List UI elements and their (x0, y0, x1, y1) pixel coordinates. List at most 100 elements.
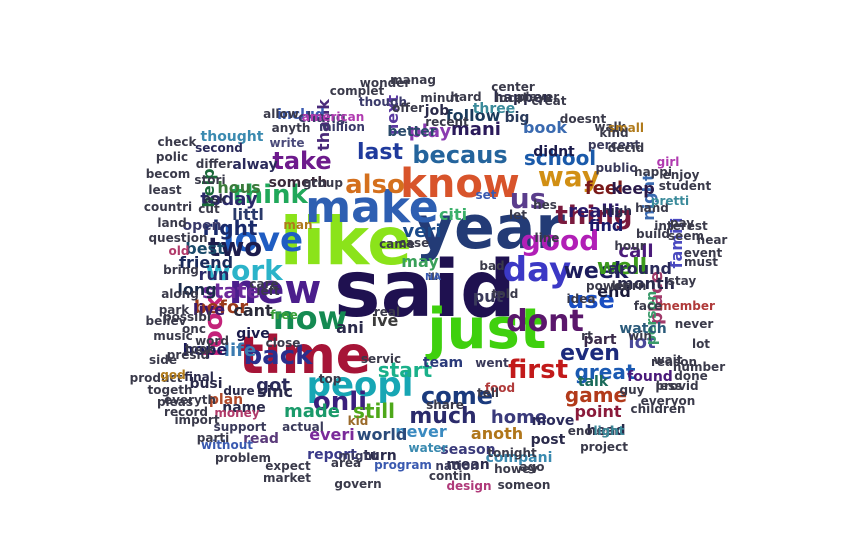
cloud-word: made (284, 401, 340, 422)
cloud-word: cut (198, 202, 220, 216)
cloud-word: state (201, 279, 261, 303)
cloud-word: even (560, 341, 620, 366)
cloud-word: report (307, 447, 357, 463)
cloud-word: make (305, 182, 439, 233)
cloud-word: school (523, 146, 597, 170)
cloud-word: food (484, 381, 516, 395)
cloud-word: polic (155, 150, 189, 164)
cloud-word: top (318, 372, 342, 386)
cloud-word: million (319, 120, 365, 134)
cloud-word: thing (555, 201, 633, 231)
cloud-word: rt (581, 329, 593, 343)
cloud-word: must (684, 255, 718, 269)
cloud-word: record (164, 405, 208, 419)
cloud-word: also (345, 170, 405, 200)
cloud-word: problem (214, 451, 272, 465)
cloud-word: come (421, 382, 493, 410)
cloud-word: children (630, 402, 686, 416)
cloud-word: team (422, 355, 464, 371)
cloud-word: everyth (163, 393, 217, 407)
cloud-word: love (222, 220, 304, 260)
cloud-word: check (157, 135, 197, 149)
cloud-word: part (583, 332, 617, 348)
cloud-word: someon (497, 478, 551, 492)
cloud-word: take (272, 147, 332, 175)
cloud-word: name (222, 400, 266, 416)
cloud-word: public (595, 161, 637, 175)
cloud-word: american (301, 110, 365, 124)
cloud-word: found (627, 369, 673, 385)
cloud-word: littl (232, 205, 264, 224)
cloud-word: ive (371, 311, 399, 330)
cloud-word: small (608, 121, 644, 135)
cloud-word: back (243, 341, 313, 371)
cloud-word: run (198, 265, 230, 284)
cloud-word: music (153, 329, 193, 343)
cloud-word: busi (189, 376, 223, 392)
cloud-word: stay (667, 274, 697, 288)
cloud-word: told (491, 287, 519, 301)
cloud-word: provid (655, 379, 699, 393)
cloud-word: post (530, 432, 566, 448)
cloud-word: ask (203, 192, 227, 206)
cloud-word: find (588, 216, 624, 235)
cloud-word: contin (428, 469, 472, 483)
cloud-word: interest (654, 219, 708, 233)
cloud-word: around (608, 259, 672, 278)
cloud-word: product (129, 371, 183, 385)
cloud-word: now (272, 299, 348, 337)
cloud-word: onc (182, 322, 206, 336)
cloud-word: side (149, 353, 177, 367)
cloud-word: girl (656, 155, 680, 169)
cloud-word: realli (568, 201, 620, 222)
cloud-word: walk (594, 120, 626, 134)
cloud-word: god (160, 368, 186, 382)
cloud-word: pay (669, 216, 695, 230)
cloud-word: face (633, 299, 663, 313)
cloud-word: world (356, 425, 408, 444)
cloud-word: pretti (650, 194, 690, 208)
cloud-word: like (279, 203, 413, 280)
cloud-word: well (596, 255, 648, 280)
cloud-word: turn (363, 448, 397, 464)
cloud-word: project (580, 440, 628, 454)
cloud-word: never (674, 317, 714, 331)
cloud-word: stori (194, 173, 226, 187)
cloud-word: expect (265, 459, 311, 473)
cloud-word: win (628, 329, 652, 343)
cloud-word: govern (334, 477, 382, 491)
cloud-word: ani (336, 318, 364, 337)
cloud-word: anoth (470, 424, 524, 443)
cloud-word: real (373, 305, 401, 319)
cloud-word: didnt (533, 144, 575, 160)
cloud-word: thought (200, 129, 264, 145)
cloud-word: watch (619, 321, 667, 337)
cloud-word: everi (309, 425, 355, 444)
cloud-word: done (674, 369, 708, 383)
cloud-word: high (602, 204, 632, 218)
cloud-word: job (424, 103, 450, 119)
cloud-word: dure (223, 384, 255, 398)
cloud-word: end (597, 282, 631, 301)
cloud-word: least (148, 183, 182, 197)
cloud-word: offer (391, 101, 425, 115)
cloud-word: actual (282, 420, 324, 434)
cloud-word: give (236, 326, 270, 342)
cloud-word: minut (420, 91, 460, 105)
cloud-word: less (655, 379, 683, 393)
cloud-word: went (475, 356, 509, 370)
cloud-word: lot (691, 337, 711, 351)
cloud-word: dont (506, 304, 584, 339)
cloud-word: never (395, 422, 447, 441)
cloud-word: parti (196, 431, 230, 445)
cloud-word: program (374, 458, 432, 472)
cloud-word: money (214, 406, 260, 420)
cloud-word: mean (446, 457, 490, 473)
cloud-word: hard (450, 90, 482, 104)
cloud-word: everyon (640, 394, 696, 408)
cloud-word: took (184, 342, 216, 356)
cloud-word: nation (435, 459, 479, 473)
cloud-word: along (161, 287, 199, 301)
cloud-word: care (249, 277, 279, 291)
